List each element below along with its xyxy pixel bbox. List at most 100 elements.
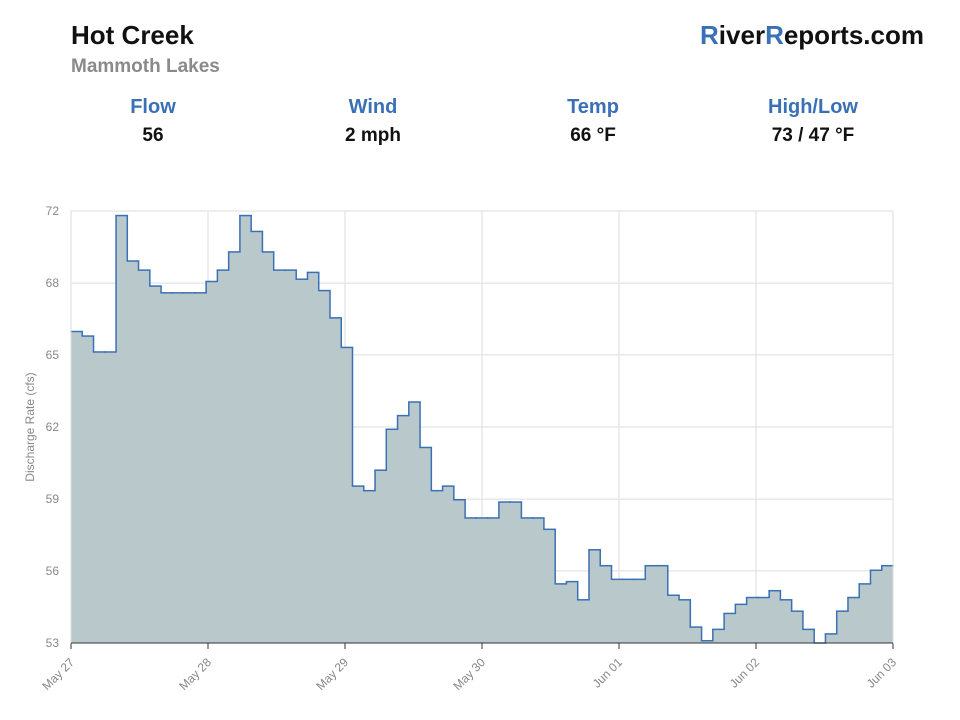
stat-label: Temp bbox=[567, 96, 619, 118]
area-step bbox=[465, 517, 477, 643]
area-step bbox=[127, 261, 140, 643]
area-step bbox=[498, 502, 511, 643]
area-step bbox=[836, 611, 849, 643]
area-step bbox=[104, 351, 117, 643]
area-step bbox=[431, 490, 444, 643]
area-step bbox=[363, 490, 376, 643]
area-step bbox=[296, 279, 308, 643]
area-step bbox=[93, 351, 106, 643]
stat: High/Low 73 / 47 °F bbox=[703, 96, 923, 147]
area-step bbox=[746, 597, 759, 643]
area-step bbox=[375, 470, 387, 643]
area-step bbox=[442, 486, 455, 643]
y-tick-label: 72 bbox=[46, 204, 60, 218]
area-step bbox=[724, 613, 736, 643]
y-tick-label: 59 bbox=[46, 492, 60, 506]
y-tick-label: 62 bbox=[46, 420, 60, 434]
area-step bbox=[284, 270, 297, 643]
area-step bbox=[386, 429, 399, 643]
area-step bbox=[116, 215, 128, 643]
area-step bbox=[566, 581, 579, 643]
area-step bbox=[149, 286, 162, 643]
area-step bbox=[690, 627, 703, 643]
y-tick-label: 65 bbox=[46, 348, 60, 362]
x-tick-label: May 30 bbox=[450, 655, 488, 693]
area-step bbox=[420, 447, 432, 643]
area-step bbox=[679, 599, 691, 643]
area-step bbox=[735, 604, 748, 643]
area-step bbox=[487, 517, 500, 643]
area-step bbox=[712, 629, 725, 643]
area-step bbox=[802, 629, 815, 643]
area-step bbox=[521, 517, 534, 643]
area-step bbox=[228, 251, 241, 643]
area-step bbox=[453, 499, 466, 643]
area-step bbox=[622, 579, 635, 643]
logo-part: R bbox=[765, 20, 784, 50]
area-step bbox=[543, 529, 556, 643]
y-tick-label: 68 bbox=[46, 276, 60, 290]
area-step bbox=[757, 597, 770, 643]
area-step bbox=[239, 215, 252, 643]
area-step bbox=[206, 281, 218, 643]
stat: Temp 66 °F bbox=[483, 96, 703, 147]
area-step bbox=[645, 565, 658, 643]
area-step bbox=[262, 251, 275, 643]
y-axis-title: Discharge Rate (cfs) bbox=[23, 372, 37, 481]
title: Hot Creek bbox=[71, 20, 194, 50]
stat-value: 73 / 47 °F bbox=[771, 125, 855, 146]
area-step bbox=[577, 599, 590, 643]
area-step bbox=[870, 570, 883, 643]
x-tick-label: Jun 01 bbox=[590, 655, 626, 691]
logo-part: iver bbox=[718, 20, 766, 50]
x-tick-label: May 27 bbox=[39, 655, 77, 693]
area-step bbox=[859, 583, 871, 643]
stat-value: 2 mph bbox=[345, 125, 401, 146]
area-step bbox=[825, 633, 838, 643]
stat: Wind 2 mph bbox=[263, 96, 483, 147]
area-step bbox=[161, 292, 173, 643]
x-tick-label: Jun 02 bbox=[727, 655, 763, 691]
area-step bbox=[780, 599, 793, 643]
area-step bbox=[881, 565, 894, 643]
area-step bbox=[611, 579, 624, 643]
area-step bbox=[138, 270, 151, 643]
stat-value: 66 °F bbox=[570, 125, 616, 146]
subtitle: Mammoth Lakes bbox=[71, 56, 220, 77]
stat-label: Flow bbox=[130, 96, 176, 118]
area-step bbox=[352, 486, 365, 643]
logo[interactable]: RiverReports.com bbox=[700, 20, 924, 51]
stat-label: High/Low bbox=[768, 96, 858, 118]
area-step bbox=[847, 597, 860, 643]
area-step bbox=[82, 336, 95, 643]
area-step bbox=[476, 517, 489, 643]
area-step bbox=[217, 270, 230, 643]
x-tick-label: May 29 bbox=[313, 655, 351, 693]
area-step bbox=[701, 640, 714, 643]
area-step bbox=[318, 290, 331, 643]
logo-part: eports.com bbox=[783, 20, 924, 50]
x-tick-label: May 28 bbox=[176, 655, 214, 693]
area-step bbox=[397, 415, 410, 643]
area-step bbox=[194, 292, 207, 643]
stats: Flow 56 Wind 2 mph Temp 66 °F High/Low 73 / 47 … bbox=[43, 96, 923, 147]
area-step bbox=[791, 611, 804, 643]
x-tick-label: Jun 03 bbox=[864, 655, 900, 691]
area-step bbox=[600, 565, 612, 643]
area-step bbox=[532, 517, 545, 643]
area-step bbox=[251, 231, 263, 643]
area-step bbox=[183, 292, 196, 643]
area-step bbox=[634, 579, 646, 643]
stat: Flow 56 bbox=[43, 96, 263, 147]
area-step bbox=[71, 331, 83, 643]
area-step bbox=[667, 595, 680, 643]
logo-part: R bbox=[700, 20, 719, 50]
area-step bbox=[307, 272, 320, 643]
area-step bbox=[172, 292, 185, 643]
stat-value: 56 bbox=[142, 125, 164, 146]
area-step bbox=[656, 565, 669, 643]
area-step bbox=[510, 502, 522, 643]
area-step bbox=[273, 270, 286, 643]
